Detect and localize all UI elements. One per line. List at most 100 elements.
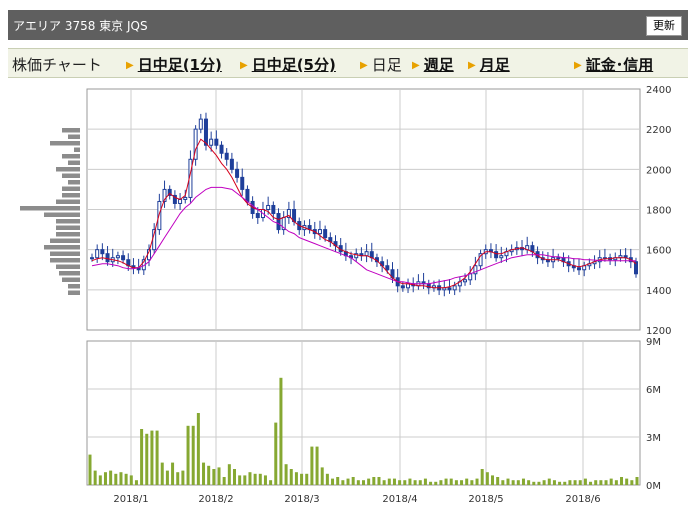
refresh-button[interactable]: 更新: [646, 16, 682, 36]
volume-bar: [119, 472, 123, 485]
tab-monthly[interactable]: ▶ 月足: [468, 54, 510, 75]
volume-bar: [423, 478, 427, 485]
volume-bar: [279, 377, 283, 485]
volume-panel: 2018/1 2018/2 2018/3 2018/4 2018/5 2018/6 9M 6M…: [86, 337, 661, 505]
volume-bar: [165, 470, 169, 485]
volume-bar: [392, 478, 396, 485]
volume-bar: [217, 467, 221, 485]
volume-profile-bar: [62, 154, 80, 159]
volume-profile-bar: [56, 232, 80, 237]
candle-body: [162, 188, 167, 202]
volume-bar: [109, 470, 113, 485]
volume-bar: [630, 480, 634, 485]
candle-body: [463, 279, 468, 283]
volume-profile-bar: [50, 141, 80, 146]
candle-body: [255, 213, 260, 219]
tab-label: 週足: [423, 56, 454, 74]
candle-body: [235, 168, 240, 178]
candle-body: [245, 188, 250, 202]
x-tick-label: 2018/3: [284, 494, 319, 505]
volume-bar: [521, 478, 525, 485]
arrow-right-icon: ▶: [574, 60, 582, 71]
volume-profile-bar: [20, 206, 80, 211]
volume-bar: [439, 480, 443, 485]
candle-body: [193, 128, 198, 160]
volume-bar: [300, 473, 304, 485]
volume-bar: [196, 413, 200, 485]
y-tick-label: 2200: [646, 125, 671, 136]
tab-label: 日中足(5分): [251, 56, 336, 74]
candle-body: [266, 204, 271, 211]
candle-body: [178, 198, 183, 204]
volume-bar: [599, 480, 603, 485]
volume-bar: [537, 481, 541, 485]
candle-body: [95, 249, 100, 259]
candle-body: [634, 261, 638, 275]
volume-bar: [88, 454, 92, 485]
volume-bar: [310, 446, 314, 485]
volume-bar: [620, 477, 624, 485]
volume-profile-bar: [44, 212, 80, 217]
tab-margin-credit[interactable]: ▶ 証金･信用: [574, 54, 653, 75]
volume-profile-bar: [56, 225, 80, 230]
volume-profile-bar: [56, 264, 80, 269]
candle-body: [100, 249, 105, 255]
volume-bar: [614, 480, 618, 485]
candle-body: [317, 229, 322, 235]
volume-bar: [263, 475, 267, 485]
candle-body: [198, 118, 203, 130]
volume-bar: [635, 477, 639, 485]
volume-bar: [238, 475, 242, 485]
volume-bar: [191, 425, 195, 485]
volume-bar: [434, 481, 438, 485]
stock-title: アエリア 3758 東京 JQS: [13, 19, 148, 33]
volume-bar: [408, 478, 412, 485]
volume-bar: [155, 430, 159, 485]
candle-body: [323, 229, 328, 239]
volume-bar: [594, 480, 598, 485]
tab-label: 株価チャート: [12, 56, 102, 74]
volume-profile-bar: [50, 251, 80, 256]
volume-profile-bar: [50, 238, 80, 243]
volume-bar: [398, 480, 402, 485]
candle-body: [354, 253, 359, 259]
volume-profile-bar: [56, 219, 80, 224]
candle-body: [385, 265, 390, 271]
volume-bar: [140, 429, 144, 485]
volume-bar: [320, 467, 324, 485]
tab-intraday-1min[interactable]: ▶ 日中足(1分): [126, 54, 222, 75]
candle-body: [183, 196, 188, 200]
volume-plot-frame: [86, 340, 641, 486]
volume-bar: [454, 480, 458, 485]
tab-daily: ▶ 日足: [360, 54, 402, 75]
volume-profile-bar: [59, 271, 80, 276]
tab-intraday-5min[interactable]: ▶ 日中足(5分): [240, 54, 336, 75]
volume-profile-bar: [68, 180, 80, 185]
candle-body: [473, 265, 478, 275]
volume-bar: [243, 475, 247, 485]
volume-bar: [150, 430, 154, 485]
volume-bar: [387, 478, 391, 485]
volume-bar: [413, 480, 417, 485]
volume-bar: [93, 470, 97, 485]
volume-bar: [269, 480, 273, 485]
y-tick-label: 6M: [646, 385, 661, 396]
candle-body: [172, 194, 177, 204]
volume-bar: [315, 446, 319, 485]
arrow-right-icon: ▶: [240, 60, 248, 71]
chart-tabs: 株価チャート ▶ 日中足(1分) ▶ 日中足(5分) ▶ 日足 ▶ 週足 ▶ 月足 ▶ 証金…: [8, 48, 688, 78]
volume-bar: [418, 480, 422, 485]
price-panel: 2400 2200 2000 1800 1600 1400 1200: [20, 85, 671, 337]
tab-label: 日中足(1分): [137, 56, 222, 74]
x-tick-label: 2018/4: [382, 494, 417, 505]
volume-bar: [171, 462, 175, 485]
tab-weekly[interactable]: ▶ 週足: [412, 54, 454, 75]
candle-body: [219, 144, 224, 154]
volume-profile-bar: [68, 160, 80, 165]
volume-bar: [516, 480, 520, 485]
x-tick-label: 2018/1: [113, 494, 148, 505]
volume-bar: [212, 469, 216, 485]
candle-body: [400, 285, 405, 289]
volume-bar: [449, 478, 453, 485]
candle-body: [494, 251, 499, 259]
